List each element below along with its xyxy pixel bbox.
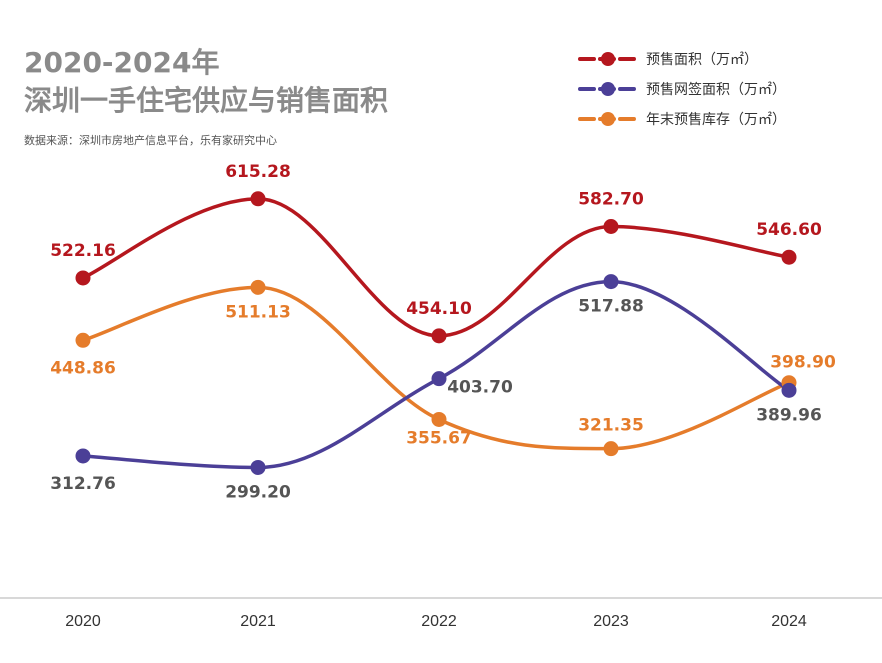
- x-tick-label: 2024: [771, 613, 807, 630]
- data-label-inventory-2024: 398.90: [770, 353, 836, 373]
- legend-item-presale: 预售面积（万㎡）: [578, 44, 786, 74]
- data-label-signed-2020: 312.76: [50, 474, 116, 494]
- data-labels: 448.86 511.13 355.67 321.35 398.90 312.76 299.…: [50, 162, 836, 503]
- chart-title: 2020-2024年 深圳一手住宅供应与销售面积: [24, 44, 388, 120]
- data-label-presale-2020: 522.16: [50, 241, 116, 261]
- point-inventory-2023: [603, 441, 619, 457]
- legend-swatch-inventory: [578, 112, 638, 126]
- point-presale-2023: [603, 219, 619, 235]
- point-presale-2020: [75, 270, 91, 286]
- legend-label-signed: 预售网签面积（万㎡）: [646, 82, 786, 98]
- point-signed-2022: [431, 371, 447, 387]
- legend-swatch-presale: [578, 52, 638, 66]
- data-label-inventory-2020: 448.86: [50, 358, 116, 378]
- data-label-presale-2021: 615.28: [225, 162, 291, 182]
- x-tick-label: 2021: [240, 613, 276, 630]
- point-signed-2020: [75, 448, 91, 464]
- point-inventory-2022: [431, 411, 447, 427]
- data-label-inventory-2022: 355.67: [406, 428, 472, 448]
- title-line-2: 深圳一手住宅供应与销售面积: [24, 84, 389, 117]
- point-inventory-2021: [250, 279, 266, 295]
- title-line-1: 2020-2024年: [24, 46, 220, 79]
- legend-item-signed: 预售网签面积（万㎡）: [578, 74, 786, 104]
- point-signed-2023: [603, 274, 619, 290]
- data-label-presale-2023: 582.70: [578, 190, 644, 210]
- legend-marker-presale: [601, 52, 615, 66]
- legend-label-inventory: 年末预售库存（万㎡）: [646, 112, 786, 128]
- point-inventory-2020: [75, 332, 91, 348]
- x-tick-label: 2023: [593, 613, 629, 630]
- point-presale-2024: [781, 249, 797, 265]
- point-presale-2022: [431, 328, 447, 344]
- data-label-signed-2021: 299.20: [225, 482, 291, 502]
- data-label-inventory-2023: 321.35: [578, 416, 644, 436]
- data-source-note: 数据来源：深圳市房地产信息平台，乐有家研究中心: [24, 134, 277, 147]
- data-label-signed-2024: 389.96: [756, 405, 822, 425]
- legend-marker-signed: [601, 82, 615, 96]
- point-signed-2024: [781, 382, 797, 398]
- legend-item-inventory: 年末预售库存（万㎡）: [578, 104, 786, 134]
- legend-marker-inventory: [601, 112, 615, 126]
- x-tick-label: 2020: [65, 613, 101, 630]
- markers: [75, 191, 797, 475]
- data-label-presale-2022: 454.10: [406, 299, 472, 319]
- data-label-signed-2023: 517.88: [578, 297, 644, 317]
- point-signed-2021: [250, 459, 266, 475]
- data-label-presale-2024: 546.60: [756, 220, 822, 240]
- x-tick-label: 2022: [421, 613, 457, 630]
- legend-swatch-signed: [578, 82, 638, 96]
- point-presale-2021: [250, 191, 266, 207]
- legend-label-presale: 预售面积（万㎡）: [646, 52, 758, 68]
- data-label-signed-2022: 403.70: [447, 378, 513, 398]
- data-label-inventory-2021: 511.13: [225, 302, 291, 322]
- legend: 预售面积（万㎡） 预售网签面积（万㎡） 年末预售库存（万㎡）: [578, 44, 786, 134]
